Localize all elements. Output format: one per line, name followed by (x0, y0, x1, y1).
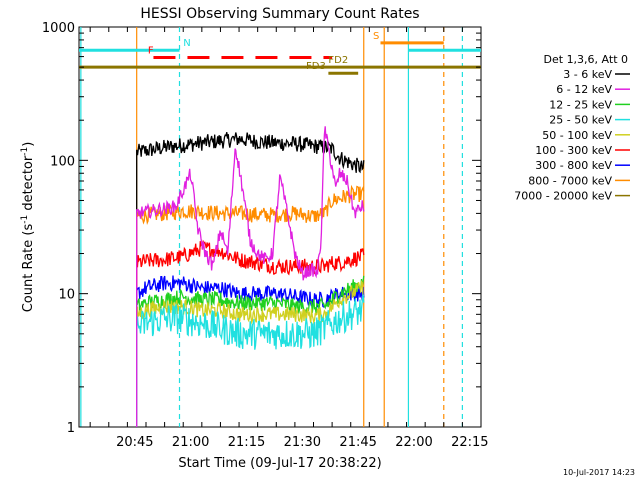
x-tick-label: 21:30 (284, 435, 321, 450)
x-tick-label: 21:00 (172, 435, 209, 450)
x-tick-label: 22:00 (395, 435, 432, 450)
legend-label: 25 - 50 keV (549, 114, 612, 127)
y-axis-label-mid: detector (21, 155, 36, 215)
y-tick-label: 100 (50, 154, 75, 169)
legend: Det 1,3,6, Att 0 3 - 6 keV 6 - 12 keV 12 -… (514, 53, 630, 203)
bar-label-fd3: FD3 (306, 61, 326, 72)
y-tick-label: 1000 (42, 21, 75, 36)
y-axis-label: Count Rate (s-1 detector-1) (20, 142, 36, 313)
x-tick-label: 21:45 (339, 435, 376, 450)
legend-label: 300 - 800 keV (535, 159, 612, 172)
marker-vertical-lines (80, 27, 463, 427)
series-line-6 (136, 294, 365, 427)
y-axis-label-sup1: -1 (20, 215, 30, 224)
series-line-0 (136, 132, 365, 427)
legend-label: 12 - 25 keV (549, 98, 612, 111)
series-line-4 (136, 275, 365, 427)
x-tick-label: 20:45 (116, 435, 153, 450)
y-axis-label-main: Count Rate (s (21, 224, 36, 313)
legend-label: 7000 - 20000 keV (514, 190, 612, 203)
legend-label: 3 - 6 keV (563, 68, 612, 81)
y-tick-label: 10 (58, 288, 75, 303)
bar-label-s: S (373, 31, 379, 42)
plot-frame (78, 26, 482, 428)
legend-label: 100 - 300 keV (535, 144, 612, 157)
legend-label: 6 - 12 keV (556, 83, 612, 96)
legend-label: 800 - 7000 keV (528, 174, 612, 187)
legend-label: 50 - 100 keV (542, 129, 612, 142)
bar-label-n: N (183, 38, 190, 49)
series-line-7 (136, 126, 365, 427)
bar-label-fd2: FD2 (328, 55, 348, 66)
series-line-2 (136, 239, 365, 427)
y-axis-ticks: 1 10 100 1000 (42, 21, 481, 436)
bar-label-f: F (148, 46, 154, 57)
y-axis-label-sup2: -1 (20, 147, 30, 156)
series-lines (136, 126, 365, 427)
y-tick-label: 1 (67, 421, 75, 436)
y-axis-label-end: ) (21, 142, 36, 147)
x-axis-ticks: 20:45 21:00 21:15 21:30 21:45 22:00 22:15 (89, 27, 489, 450)
x-axis-label: Start Time (09-Jul-17 20:38:22) (178, 456, 381, 471)
x-tick-label: 22:15 (451, 435, 488, 450)
legend-header: Det 1,3,6, Att 0 (544, 53, 628, 66)
footer-date: 10-Jul-2017 14:23 (563, 468, 635, 477)
x-tick-label: 21:15 (228, 435, 265, 450)
chart-title: HESSI Observing Summary Count Rates (140, 6, 419, 22)
